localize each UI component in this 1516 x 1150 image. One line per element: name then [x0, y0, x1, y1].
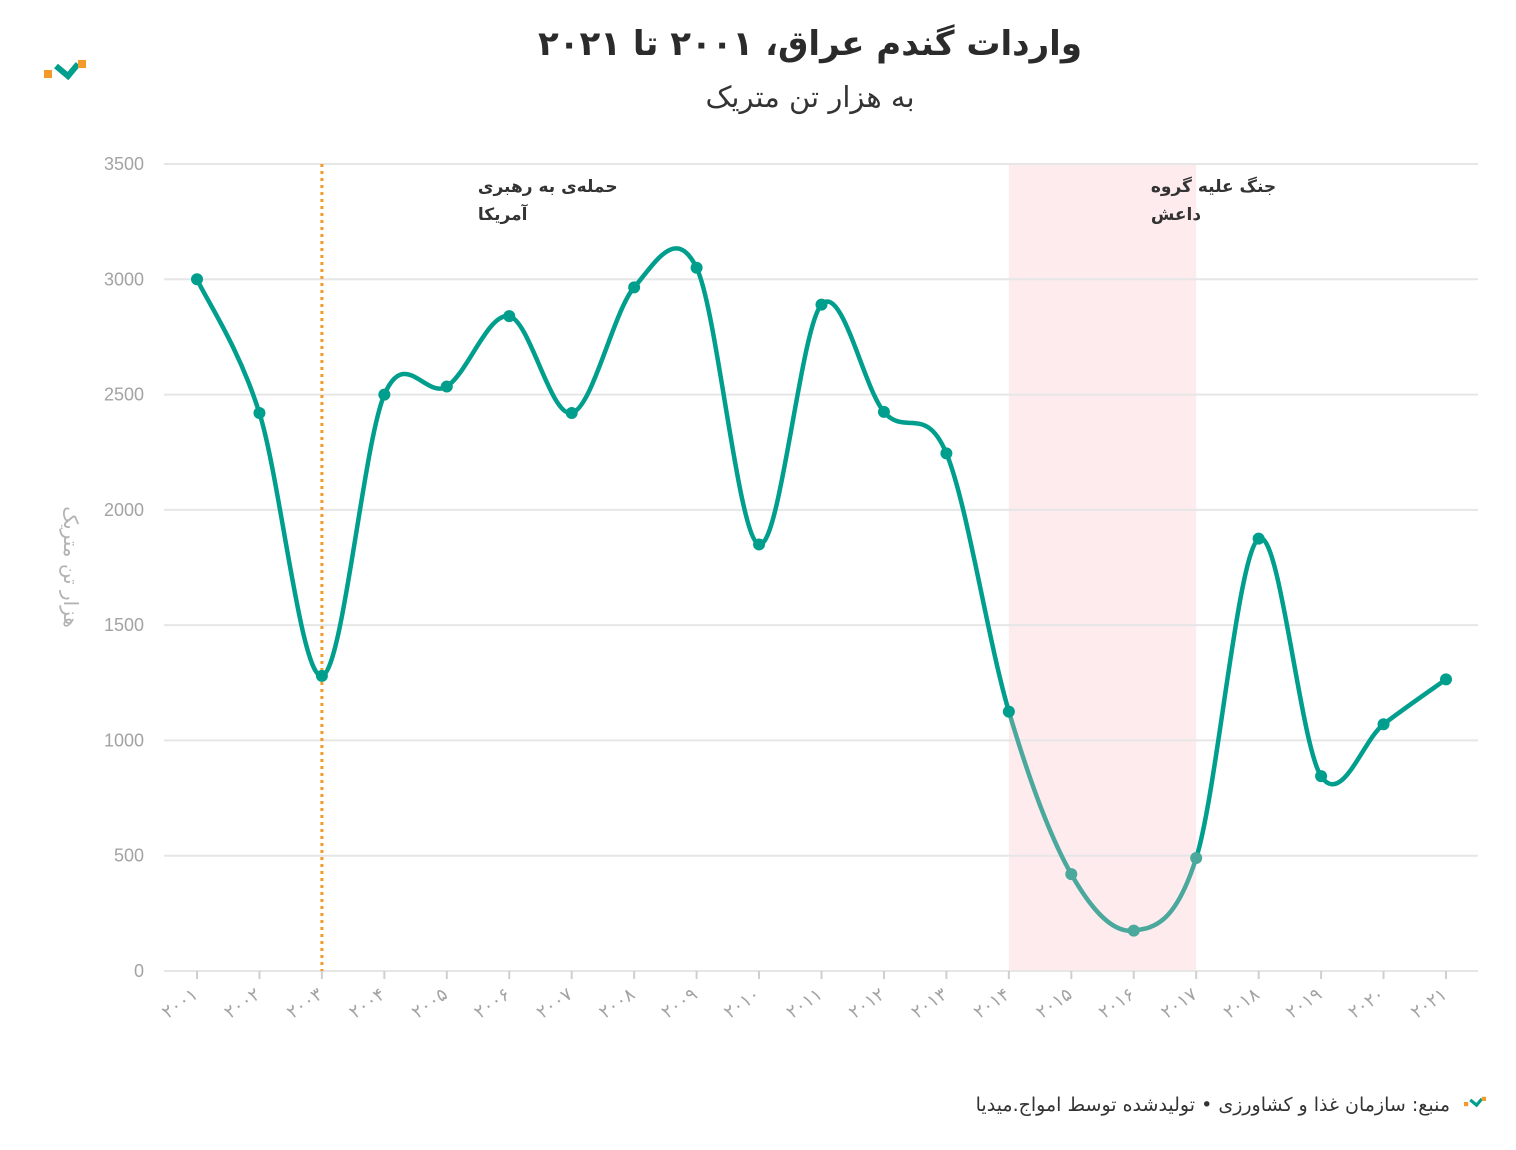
x-tick-label: ۲۰۱۰	[720, 984, 763, 1023]
data-point	[1190, 852, 1203, 865]
footer-logo-icon	[1464, 1096, 1486, 1108]
data-point	[191, 273, 203, 286]
brand-logo-icon	[44, 60, 86, 80]
data-point	[1252, 532, 1265, 545]
data-point	[690, 261, 703, 274]
x-tick-label: ۲۰۱۵	[1032, 984, 1075, 1023]
x-tick-label: ۲۰۰۶	[470, 984, 513, 1023]
x-tick-label: ۲۰۰۷	[533, 984, 576, 1023]
x-tick-label: ۲۰۲۰	[1345, 984, 1388, 1023]
x-tick-label: ۲۰۰۴	[345, 984, 388, 1023]
x-tick-label: ۲۰۰۵	[408, 984, 451, 1023]
point-layer	[191, 261, 1452, 937]
data-point	[1065, 868, 1078, 881]
data-point	[253, 407, 266, 420]
data-point	[1377, 718, 1390, 731]
data-point	[940, 447, 953, 460]
y-axis-title: هزار تن متریک	[59, 506, 83, 628]
x-tick-label: ۲۰۱۲	[845, 984, 888, 1023]
data-point	[1127, 924, 1140, 937]
label-layer: حمله‌ی به رهبری آمریکا جنگ علیه گروه داعش	[478, 176, 1276, 225]
series-line	[194, 246, 1012, 714]
x-tick-label: ۲۰۱۷	[1157, 984, 1200, 1023]
line-layer	[194, 246, 1449, 933]
series-line-highlight	[1006, 709, 1199, 933]
band-annotation: جنگ علیه گروه	[1151, 176, 1276, 197]
y-tick-label: 3500	[104, 154, 144, 174]
series-line	[1193, 536, 1449, 861]
data-point	[1315, 770, 1328, 783]
data-point	[440, 380, 453, 393]
x-tick-label: ۲۰۱۶	[1095, 984, 1138, 1023]
data-point	[815, 298, 828, 311]
y-tick-label: 3000	[104, 269, 144, 289]
chart-subtitle: به هزار تن متریک	[705, 80, 915, 114]
x-tick-label: ۲۰۱۳	[908, 984, 951, 1023]
x-tick-label: ۲۰۱۴	[970, 984, 1013, 1023]
chart-title: واردات گندم عراق، ۲۰۰۱ تا ۲۰۲۱	[538, 24, 1082, 64]
y-tick-label: 2000	[104, 500, 144, 520]
x-tick-label: ۲۰۰۳	[283, 984, 326, 1023]
y-tick-label: 500	[114, 846, 144, 866]
x-tick-label: ۲۰۰۸	[595, 984, 638, 1023]
x-tick-label: ۲۰۲۱	[1407, 984, 1450, 1023]
data-point	[753, 538, 766, 551]
x-tick-label: ۲۰۰۲	[221, 984, 264, 1023]
x-tick-label: ۲۰۱۸	[1220, 984, 1263, 1023]
band-layer	[1008, 164, 1197, 971]
grid-layer	[164, 163, 1478, 972]
y-tick-label: 1000	[104, 730, 144, 750]
x-tick-label: ۲۰۱۱	[783, 984, 826, 1023]
event-annotation: آمریکا	[478, 203, 529, 225]
data-point	[378, 388, 391, 401]
data-point	[315, 669, 328, 682]
y-tick-label: 0	[134, 961, 144, 981]
data-point	[503, 310, 516, 323]
data-point	[1002, 705, 1015, 718]
event-band	[1008, 164, 1197, 971]
data-point	[628, 281, 641, 294]
x-tick-label: ۲۰۰۹	[658, 984, 701, 1023]
event-annotation: حمله‌ی به رهبری	[478, 177, 618, 197]
band-annotation: داعش	[1151, 205, 1201, 225]
data-point	[877, 405, 890, 418]
y-tick-label: 2500	[104, 385, 144, 405]
x-tick-label: ۲۰۰۱	[158, 984, 201, 1023]
source-note: منبع: سازمان غذا و کشاورزی • تولیدشده تو…	[975, 1094, 1450, 1116]
y-tick-label: 1500	[104, 615, 144, 635]
data-point	[1440, 673, 1452, 686]
data-point	[565, 407, 578, 420]
x-tick-label: ۲۰۱۹	[1282, 984, 1325, 1023]
